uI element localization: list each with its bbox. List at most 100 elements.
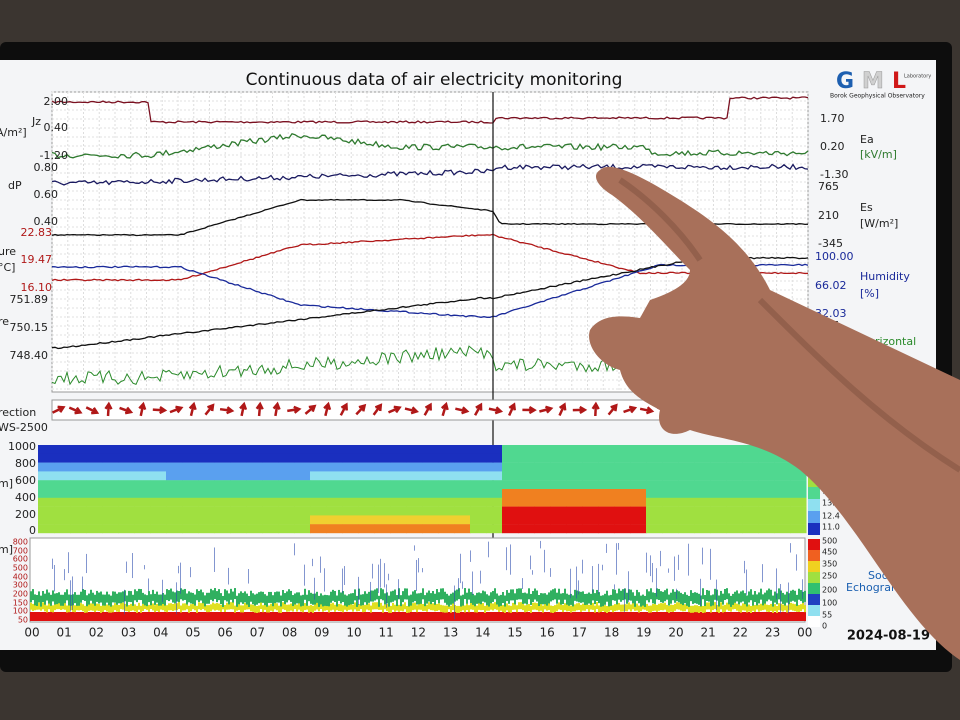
sodar-green — [396, 595, 398, 607]
sodar-yellow — [114, 603, 116, 611]
profile-cell — [438, 506, 455, 516]
sodar-echo — [294, 543, 295, 556]
sodar-red — [50, 612, 52, 621]
sodar-yellow — [518, 602, 520, 610]
sodar-yellow — [382, 605, 384, 613]
profile-cell — [326, 480, 343, 490]
profile-cell — [246, 471, 263, 481]
sodar-red — [796, 612, 798, 621]
label: 450 — [822, 548, 837, 557]
sodar-yellow — [450, 605, 452, 613]
profile-cell — [534, 497, 551, 507]
sodar-green — [196, 589, 198, 601]
sodar-red — [514, 612, 516, 621]
sodar-echo — [660, 550, 661, 567]
sodar-yellow — [682, 604, 684, 612]
sodar-red — [602, 612, 604, 621]
sodar-green — [218, 589, 220, 601]
sodar-green — [782, 592, 784, 604]
sodar-green — [414, 590, 416, 602]
profile-cell — [662, 445, 679, 454]
sodar-red — [486, 612, 488, 621]
sodar-green — [286, 591, 288, 603]
label: 23 — [765, 626, 780, 640]
sodar-green — [778, 588, 780, 600]
sodar-yellow — [516, 605, 518, 613]
sodar-yellow — [420, 602, 422, 610]
sodar-echo — [796, 554, 797, 571]
sodar-green — [620, 590, 622, 602]
sodar-echo — [70, 580, 71, 612]
sodar-green — [186, 593, 188, 605]
sodar-red — [722, 612, 724, 621]
profile-cell — [502, 480, 519, 490]
sodar-red — [78, 612, 80, 621]
sodar-red — [326, 612, 328, 621]
sodar-yellow — [606, 605, 608, 613]
sodar-yellow — [136, 605, 138, 613]
sodar-green — [546, 594, 548, 606]
sodar-green — [442, 588, 444, 600]
profile-cell — [774, 480, 791, 490]
profile-cell — [726, 471, 743, 481]
sodar-echo — [462, 581, 463, 589]
sodar-yellow — [168, 603, 170, 611]
sodar-green — [712, 594, 714, 606]
sodar-green — [320, 593, 322, 605]
profile-cell — [646, 453, 663, 463]
sodar-red — [580, 612, 582, 621]
sodar-yellow — [496, 602, 498, 610]
sodar-yellow — [488, 603, 490, 611]
sodar-green — [670, 592, 672, 604]
sodar-green — [294, 593, 296, 605]
sodar-yellow — [440, 604, 442, 612]
sodar-red — [718, 612, 720, 621]
profile-cell — [134, 445, 151, 454]
profile-cell — [582, 497, 599, 507]
sodar-yellow — [220, 604, 222, 612]
sodar-red — [524, 612, 526, 621]
sodar-green — [206, 592, 208, 604]
profile-cell — [214, 497, 231, 507]
sodar-yellow — [574, 604, 576, 612]
profile-cell — [374, 445, 391, 454]
profile-cell — [470, 506, 487, 516]
profile-cell — [102, 453, 119, 463]
sodar-green — [336, 595, 338, 607]
profile-cell — [694, 445, 711, 454]
sodar-red — [728, 612, 730, 621]
sodar-red — [546, 612, 548, 621]
sodar-echo — [344, 566, 345, 585]
sodar-red — [192, 612, 194, 621]
sodar-red — [684, 612, 686, 621]
sodar-green — [122, 591, 124, 603]
sodar-echo — [746, 569, 747, 595]
profile-cell — [310, 497, 327, 507]
sodar-red — [116, 612, 118, 621]
sodar-red — [604, 612, 606, 621]
profile-cell — [358, 515, 375, 525]
sodar-red — [464, 612, 466, 621]
profile-cell — [646, 445, 663, 454]
profile-cell — [598, 462, 615, 472]
sodar-yellow — [342, 605, 344, 613]
sodar-red — [160, 612, 162, 621]
profile-cell — [566, 471, 583, 481]
profile-cell — [278, 445, 295, 454]
sodar-green — [792, 589, 794, 601]
profile-cell — [518, 453, 535, 463]
profile-cell — [294, 497, 311, 507]
profile-cell — [38, 524, 55, 534]
sodar-green — [216, 591, 218, 603]
profile-cell — [310, 524, 327, 534]
profile-cell — [54, 497, 71, 507]
trace — [51, 133, 809, 159]
sodar-echo — [380, 558, 381, 588]
sodar-red — [330, 612, 332, 621]
sodar-echo — [176, 582, 177, 615]
sodar-yellow — [798, 604, 800, 612]
label: Jz — [31, 115, 41, 128]
sodar-green — [512, 589, 514, 601]
sodar-red — [234, 612, 236, 621]
sodar-yellow — [410, 604, 412, 612]
